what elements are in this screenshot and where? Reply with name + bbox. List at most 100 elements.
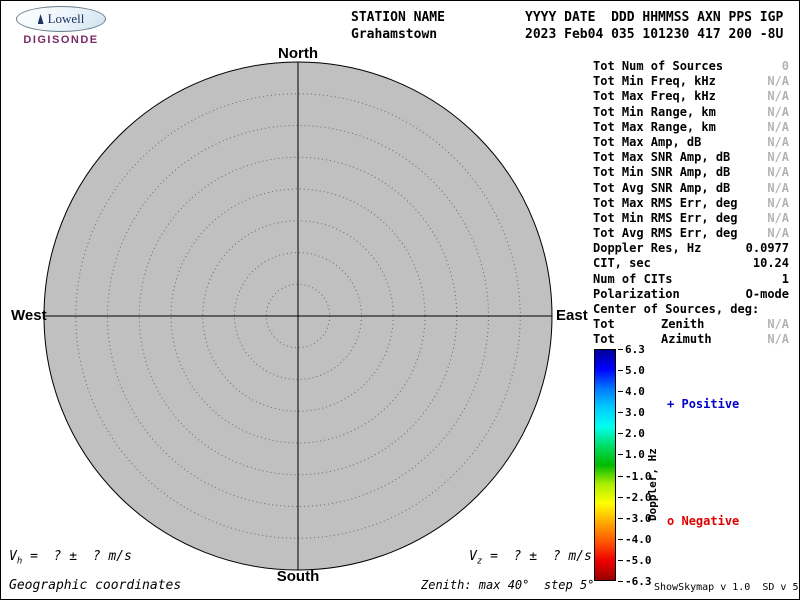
tick-mark <box>618 348 623 350</box>
stat-row: Tot Max Amp, dB N/A <box>593 135 789 150</box>
tick-mark <box>618 539 623 541</box>
south-label: South <box>276 568 320 585</box>
colorbar-tick-label: 1.0 <box>625 448 645 462</box>
stat-value: N/A <box>767 104 789 119</box>
stat-row: Num of CITs 1 <box>593 272 789 287</box>
colorbar-tick-label: 2.0 <box>625 427 645 441</box>
stat-sublabel: Azimuth <box>661 332 712 347</box>
stat-label: CIT, sec <box>593 256 651 271</box>
positive-legend-label: Positive <box>681 397 740 411</box>
vertical-velocity-readout: Vz = ? ± ? m/s <box>469 549 592 567</box>
stat-value: 0.0977 <box>745 241 789 256</box>
stat-value: N/A <box>767 210 789 225</box>
stat-label: Tot <box>593 332 615 347</box>
timestamp-fields-label: YYYY DATE DDD HHMMSS AXN PPS IGP <box>525 10 784 25</box>
stat-row: Tot Max SNR Amp, dB N/A <box>593 150 789 165</box>
tick-mark <box>618 581 623 583</box>
stat-label: Tot Num of Sources <box>593 59 724 73</box>
tick-mark <box>618 390 623 392</box>
vh-subscript: h <box>16 556 23 567</box>
station-name-label: STATION NAME <box>351 10 445 25</box>
negative-legend-label: Negative <box>681 514 740 528</box>
station-header: STATION NAME Grahamstown <box>351 9 445 43</box>
stat-row: CIT, sec 10.24 <box>593 256 789 271</box>
stat-label: Tot Min RMS Err, deg <box>593 210 738 225</box>
stat-row: Polarization O-mode <box>593 287 789 302</box>
stat-label: Tot Avg RMS Err, deg <box>593 226 738 241</box>
stat-value: N/A <box>767 195 789 210</box>
north-label: North <box>278 45 318 62</box>
colorbar-tick-label: 4.0 <box>625 384 645 398</box>
colorbar-tick-label: 3.0 <box>625 406 645 420</box>
stat-row: Tot Min Range, km N/A <box>593 105 789 120</box>
doppler-colorbar <box>594 349 616 581</box>
colorbar-tick-label: 5.0 <box>625 363 645 377</box>
stat-row: Tot Avg RMS Err, deg N/A <box>593 226 789 241</box>
stat-row: Tot Min Freq, kHz N/A <box>593 74 789 89</box>
stat-value: 10.24 <box>752 256 789 271</box>
stat-value: N/A <box>767 119 789 134</box>
timestamp-fields-value: 2023 Feb04 035 101230 417 200 -8U <box>525 27 784 42</box>
zenith-scale-note: Zenith: max 40° step 5° <box>421 578 595 592</box>
stat-row: Tot Min RMS Err, deg N/A <box>593 211 789 226</box>
colorbar-ticks: 6.3 5.0 4.0 3.0 2.0 1.0 -1.0 -2.0 -3.0 -… <box>618 343 652 588</box>
stat-value: N/A <box>767 150 789 165</box>
stat-label: Tot Min Range, km <box>593 104 716 119</box>
colorbar-tick-label: -2.0 <box>625 490 652 504</box>
positive-doppler-legend: + Positive <box>667 397 739 411</box>
colorbar-tick-label: -3.0 <box>625 511 652 525</box>
skymap-plot <box>43 61 553 571</box>
stat-row: Tot Max RMS Err, deg N/A <box>593 196 789 211</box>
vz-subscript: z <box>476 556 483 567</box>
statistics-panel: Tot Num of Sources 0 Tot Min Freq, kHz N/A… <box>593 59 789 348</box>
stat-label: Tot <box>593 317 615 332</box>
tick-mark <box>618 496 623 498</box>
stat-label: Tot Min SNR Amp, dB <box>593 165 731 180</box>
vz-symbol: V <box>469 549 477 564</box>
stat-value: N/A <box>767 74 789 89</box>
stat-label: Polarization <box>593 286 680 301</box>
stat-label: Tot Max SNR Amp, dB <box>593 150 731 165</box>
negative-doppler-legend: o Negative <box>667 514 739 528</box>
colorbar-tick-label: -1.0 <box>625 469 652 483</box>
tick-mark <box>618 475 623 477</box>
stat-value: N/A <box>767 165 789 180</box>
stat-value: N/A <box>767 134 789 149</box>
lowell-logo-mark-icon <box>37 14 44 24</box>
colorbar-tick-label: -6.3 <box>625 575 652 589</box>
tick-mark <box>618 412 623 414</box>
vz-value: = ? ± ? m/s <box>482 549 592 564</box>
stat-value: N/A <box>767 180 789 195</box>
tick-mark <box>618 560 623 562</box>
stat-value: 1 <box>781 271 789 286</box>
stat-value: N/A <box>767 317 789 332</box>
software-version-label: ShowSkymap v 1.0 SD v 5.1 <box>654 582 800 593</box>
stat-label: Tot Max Freq, kHz <box>593 89 716 104</box>
stat-value: N/A <box>767 89 789 104</box>
stat-value: O-mode <box>745 286 789 301</box>
stat-row: Tot Avg SNR Amp, dB N/A <box>593 181 789 196</box>
coordinate-system-label: Geographic coordinates <box>9 578 182 593</box>
stat-sublabel: Zenith <box>661 317 705 332</box>
station-name-value: Grahamstown <box>351 27 438 42</box>
tick-mark <box>618 454 623 456</box>
stat-label: Tot Max RMS Err, deg <box>593 195 738 210</box>
stat-label: Tot Max Amp, dB <box>593 134 702 149</box>
tick-mark <box>618 517 623 519</box>
vh-symbol: V <box>9 549 17 564</box>
lowell-logo-oval: Lowell <box>16 6 106 32</box>
stat-label: Center of Sources, deg: <box>593 302 760 316</box>
stat-row: Tot Max Range, km N/A <box>593 120 789 135</box>
circle-icon: o <box>667 514 675 528</box>
colorbar-axis-title: Doppler, Hz <box>646 448 659 522</box>
stat-label: Tot Avg SNR Amp, dB <box>593 180 731 195</box>
digisonde-logo-text: DIGISONDE <box>23 34 99 46</box>
colorbar-tick-label: 6.3 <box>625 342 645 356</box>
plus-icon: + <box>667 397 675 411</box>
tick-mark <box>618 433 623 435</box>
stat-value: N/A <box>767 226 789 241</box>
stat-label: Tot Min Freq, kHz <box>593 74 716 89</box>
stat-row: Tot Min SNR Amp, dB N/A <box>593 165 789 180</box>
stat-row: Tot Max Freq, kHz N/A <box>593 89 789 104</box>
